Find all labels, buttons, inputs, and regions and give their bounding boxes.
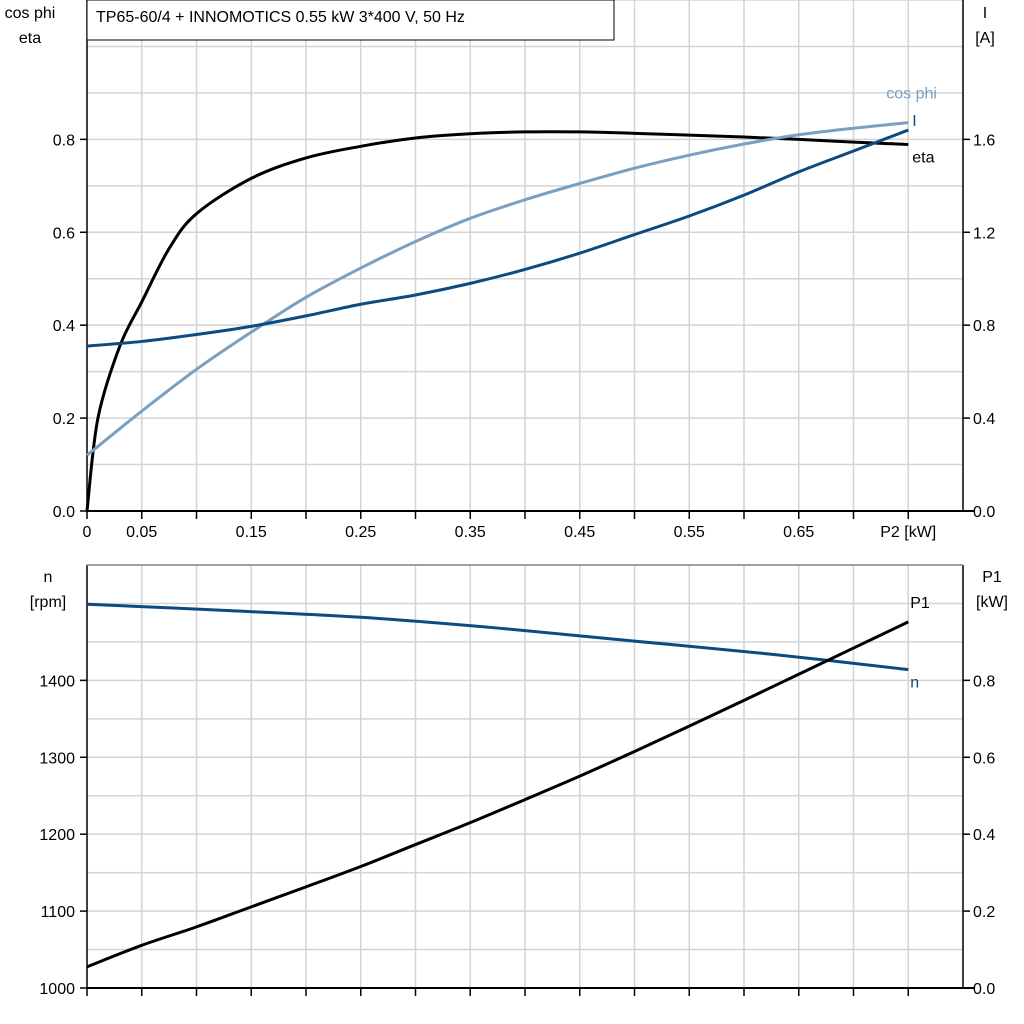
x-tick-label: 0.25	[345, 524, 376, 541]
x-tick-label: 0.15	[236, 524, 267, 541]
y-axis-title-right: P1	[982, 569, 1002, 586]
y-tick-label-left: 1300	[39, 750, 75, 767]
series-label-cos-phi: cos phi	[886, 86, 937, 103]
y-axis-title-right: [kW]	[976, 594, 1008, 611]
y-tick-label-left: 1200	[39, 827, 75, 844]
y-tick-label-left: 0.6	[53, 225, 75, 242]
y-tick-label-left: 0.4	[53, 318, 75, 335]
y-tick-label-right: 0.8	[973, 673, 995, 690]
y-tick-label-right: 0.8	[973, 318, 995, 335]
y-tick-label-left: 1000	[39, 981, 75, 998]
y-tick-label-right: 0.0	[973, 981, 995, 998]
x-tick-label: 0.65	[783, 524, 814, 541]
y-tick-label-right: 0.2	[973, 904, 995, 921]
y-axis-title-right: I	[983, 5, 987, 22]
y-axis-title-left: cos phi	[5, 5, 56, 22]
series-line-cos-phi	[86, 121, 909, 457]
series-label-I: I	[912, 113, 916, 130]
title-box	[86, 0, 615, 41]
y-tick-label-right: 0.4	[973, 827, 995, 844]
x-tick-label: 0.35	[455, 524, 486, 541]
y-tick-label-left: 0.8	[53, 132, 75, 149]
bottom-plot: 1000 1100 1200 1300 1400 0.0 0.2 0.4 0.6 0.8 n [rpm…	[30, 564, 1008, 998]
y-axis-title-left: eta	[19, 30, 41, 47]
series-line-n	[86, 602, 909, 672]
chart-title: TP65-60/4 + INNOMOTICS 0.55 kW 3*400 V, …	[96, 9, 465, 26]
x-tick-label: 0.55	[674, 524, 705, 541]
y-axis-title-right: [A]	[975, 30, 995, 47]
y-axis-title-left: [rpm]	[30, 594, 66, 611]
y-tick-label-left: 0.0	[53, 504, 75, 521]
series-label-n: n	[910, 675, 919, 692]
y-axis-title-left: n	[44, 569, 53, 586]
y-tick-label-right: 0.0	[973, 504, 995, 521]
x-tick-label: 0.45	[564, 524, 595, 541]
top-plot: 0 0.05 0.15 0.25 0.35 0.45 0.55 0.65 P2 [kW] 0.0 0…	[5, 0, 995, 541]
y-tick-label-left: 0.2	[53, 411, 75, 428]
y-tick-label-right: 1.2	[973, 225, 995, 242]
x-tick-label: 0.05	[126, 524, 157, 541]
y-tick-label-right: 0.4	[973, 411, 995, 428]
y-tick-label-right: 1.6	[973, 132, 995, 149]
y-tick-label-left: 1400	[39, 673, 75, 690]
series-line-P1	[86, 620, 909, 969]
series-label-P1: P1	[910, 595, 930, 612]
x-axis-label: P2 [kW]	[880, 524, 936, 541]
y-tick-label-left: 1100	[41, 904, 76, 921]
x-tick-label: 0	[83, 524, 92, 541]
series-line-eta	[85, 130, 909, 512]
series-line-I	[86, 128, 909, 348]
series-label-eta: eta	[912, 149, 934, 166]
y-tick-label-right: 0.6	[973, 750, 995, 767]
